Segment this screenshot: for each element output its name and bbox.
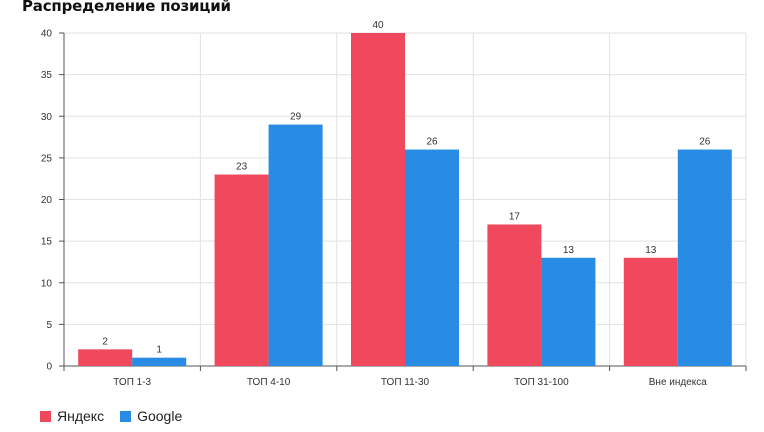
legend-swatch-google xyxy=(120,410,132,422)
data-label: 40 xyxy=(372,20,384,31)
data-label: 23 xyxy=(236,162,248,173)
data-labels: 2 1 23 29 40 26 17 13 13 26 xyxy=(102,20,710,356)
chart-title: Распределение позиций xyxy=(22,0,231,15)
bar-google[interactable] xyxy=(268,124,323,366)
legend-swatch-yandex xyxy=(40,410,51,422)
bar-yandex[interactable] xyxy=(214,174,269,366)
x-tick-label: ТОП 1-3 xyxy=(113,377,151,388)
data-label: 26 xyxy=(426,137,438,148)
y-axis: 0 5 10 15 20 25 30 35 40 xyxy=(41,29,65,373)
x-tick-label: ТОП 31-100 xyxy=(514,377,569,388)
x-axis: ТОП 1-3 ТОП 4-10 ТОП 11-30 ТОП 31-100 Вне ин… xyxy=(63,365,747,388)
x-tick-label: ТОП 4-10 xyxy=(247,377,291,388)
y-tick-label: 10 xyxy=(41,278,53,289)
bar-google[interactable] xyxy=(132,357,187,366)
y-tick-label: 20 xyxy=(41,195,53,206)
bar-google[interactable] xyxy=(677,149,732,366)
data-label: 13 xyxy=(563,245,575,256)
bars xyxy=(78,33,732,366)
legend-label-google: Google xyxy=(137,408,183,424)
bar-yandex[interactable] xyxy=(487,224,542,366)
y-tick-label: 30 xyxy=(41,112,53,123)
legend-item-google[interactable]: Google xyxy=(120,408,182,424)
legend: Яндекс Google xyxy=(40,408,198,424)
y-tick-label: 0 xyxy=(46,362,52,373)
data-label: 29 xyxy=(290,112,302,123)
data-label: 2 xyxy=(102,336,108,347)
legend-label-yandex: Яндекс xyxy=(57,408,105,424)
bar-google[interactable] xyxy=(541,257,596,366)
bar-google[interactable] xyxy=(405,149,459,366)
y-tick-label: 35 xyxy=(41,70,53,81)
legend-item-yandex[interactable]: Яндекс xyxy=(40,408,104,424)
bar-yandex[interactable] xyxy=(351,33,405,366)
x-tick-label: Вне индекса xyxy=(649,377,708,388)
y-tick-label: 15 xyxy=(41,237,53,248)
bar-yandex[interactable] xyxy=(78,349,133,366)
data-label: 17 xyxy=(509,211,521,222)
bar-chart: 0 5 10 15 20 25 30 35 40 ТОП 1-3 ТОП 4-10 ТОП 11-3… xyxy=(41,20,747,388)
data-label: 1 xyxy=(156,345,162,356)
y-tick-label: 25 xyxy=(41,153,53,164)
y-tick-label: 5 xyxy=(46,320,52,331)
x-tick-label: ТОП 11-30 xyxy=(381,377,430,388)
data-label: 26 xyxy=(699,137,711,148)
bar-yandex[interactable] xyxy=(623,257,678,366)
y-tick-label: 40 xyxy=(41,29,53,40)
data-label: 13 xyxy=(645,245,657,256)
